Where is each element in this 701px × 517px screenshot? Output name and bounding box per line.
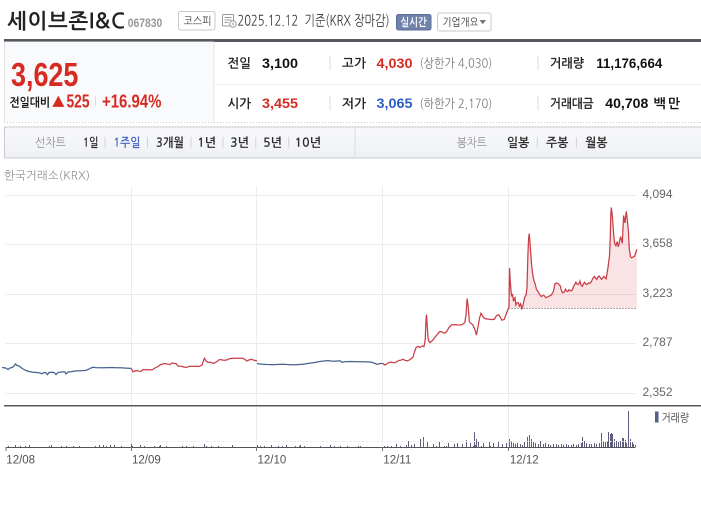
svg-text:4,094: 4,094: [642, 187, 672, 201]
svg-text:11,176,664: 11,176,664: [596, 56, 662, 71]
svg-text:+16.94%: +16.94%: [102, 90, 161, 111]
svg-text:12/10: 12/10: [258, 454, 287, 466]
svg-text:2,787: 2,787: [642, 335, 672, 349]
svg-text:40,708: 40,708: [605, 96, 648, 111]
svg-text:3,625: 3,625: [11, 56, 78, 93]
svg-text:3,100: 3,100: [262, 56, 298, 71]
svg-text:4,030: 4,030: [377, 56, 413, 71]
svg-text:3,455: 3,455: [262, 96, 298, 111]
svg-text:12/08: 12/08: [6, 454, 35, 466]
svg-text:12/09: 12/09: [132, 454, 161, 466]
svg-text:3,658: 3,658: [642, 236, 672, 250]
svg-text:3,223: 3,223: [642, 286, 672, 300]
svg-text:3,065: 3,065: [377, 96, 413, 111]
svg-text:525: 525: [67, 90, 90, 111]
svg-text:12/12: 12/12: [510, 454, 539, 466]
svg-text:067830: 067830: [128, 16, 163, 30]
svg-text:2,352: 2,352: [642, 385, 672, 399]
svg-text:12/11: 12/11: [383, 454, 411, 466]
